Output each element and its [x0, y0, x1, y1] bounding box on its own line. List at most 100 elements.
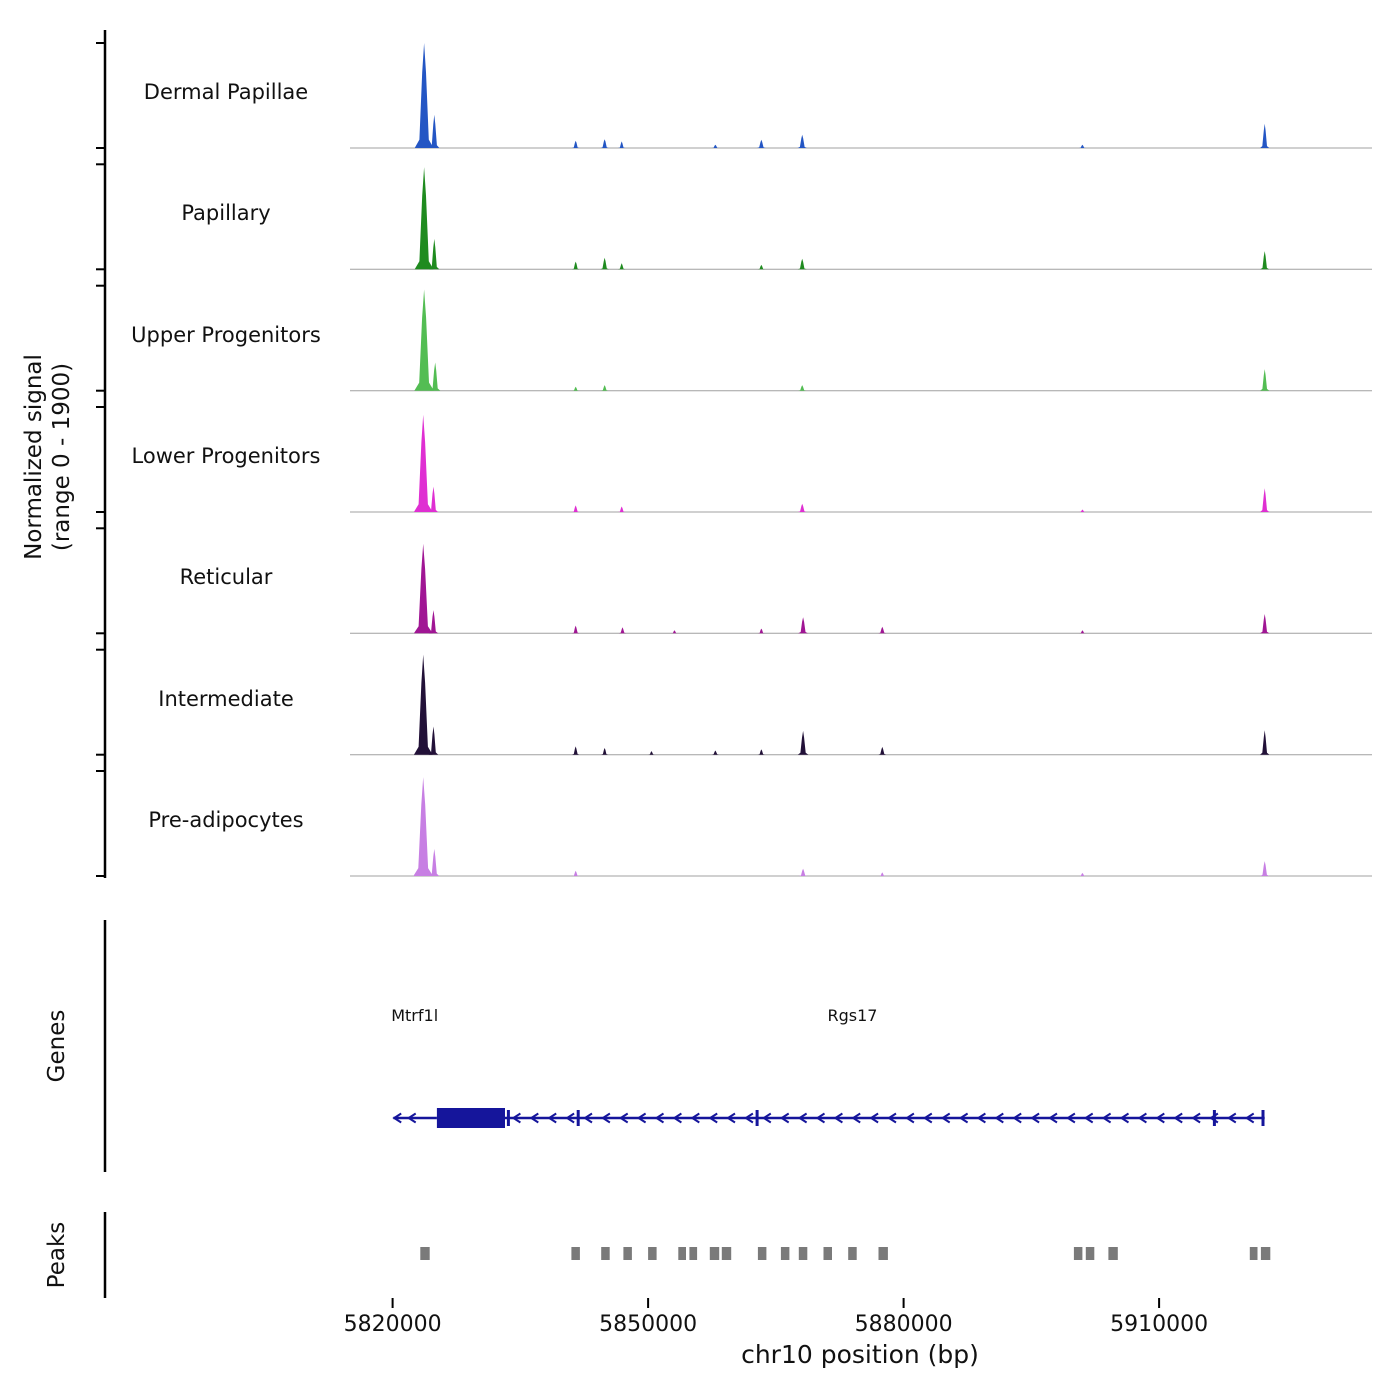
signal-track-upper-progenitors	[350, 289, 1372, 392]
signal-peak	[711, 750, 719, 755]
signal-peak	[671, 630, 678, 634]
strand-arrow	[601, 1112, 611, 1124]
strand-arrow	[529, 1112, 539, 1124]
signal-peak	[429, 114, 440, 148]
signal-track-lower-progenitors	[350, 414, 1372, 513]
strand-arrow	[726, 1112, 736, 1124]
track-label-intermediate: Intermediate	[158, 686, 294, 711]
peak-region-box	[823, 1247, 832, 1260]
signal-peak	[571, 261, 580, 270]
peak-region-box	[709, 1247, 720, 1260]
strand-arrow	[1226, 1112, 1237, 1124]
signal-track-pre-adipocytes	[350, 777, 1372, 877]
gene-model-mtrf1l	[392, 1108, 505, 1128]
signal-peak	[757, 264, 766, 270]
strand-arrow	[976, 1112, 986, 1124]
peak-region-box	[1073, 1247, 1083, 1260]
signal-peak	[413, 543, 433, 634]
signal-peak	[601, 748, 609, 755]
strand-arrow	[1173, 1112, 1183, 1124]
strand-arrow	[905, 1112, 915, 1124]
strand-arrow	[744, 1112, 754, 1124]
peak-region-box	[601, 1247, 610, 1260]
peak-region-box	[648, 1247, 657, 1260]
signal-peak	[879, 872, 886, 876]
y-axis-label-line2: (range 0 - 1900)	[49, 362, 75, 552]
strand-arrow	[672, 1112, 682, 1124]
strand-arrow	[1191, 1112, 1201, 1124]
strand-arrow	[797, 1112, 808, 1124]
signal-peak	[648, 751, 655, 755]
signal-peak	[1260, 251, 1270, 270]
signal-peak	[798, 503, 807, 512]
signal-peak	[798, 868, 808, 876]
strand-arrow	[1101, 1112, 1112, 1124]
signal-peak	[1260, 123, 1270, 148]
peak-region-box	[1085, 1247, 1095, 1260]
strand-arrow	[636, 1112, 647, 1124]
signal-peak	[571, 140, 580, 148]
track-label-papillary: Papillary	[181, 201, 271, 226]
signal-peak	[757, 628, 765, 634]
signal-peak	[414, 167, 434, 270]
peak-region-box	[757, 1247, 767, 1260]
strand-arrow	[618, 1112, 629, 1124]
signal-peak	[1260, 614, 1270, 634]
y-axis-label: Normalized signal (range 0 - 1900)	[20, 277, 76, 637]
signal-peak	[711, 144, 719, 148]
strand-arrow	[761, 1112, 772, 1124]
signal-peak	[1079, 873, 1086, 876]
signal-peak	[797, 258, 807, 270]
strand-arrow	[869, 1112, 879, 1124]
strand-arrow	[511, 1112, 521, 1124]
strand-arrow	[565, 1112, 575, 1124]
track-label-dermal-papillae: Dermal Papillae	[143, 80, 309, 104]
peak-region-box	[1108, 1247, 1118, 1260]
strand-arrow	[779, 1112, 790, 1124]
track-label-reticular: Reticular	[179, 565, 273, 590]
peaks-section-label: Peaks	[44, 1221, 70, 1289]
gene-name-mtrf1l: Mtrf1l	[391, 1006, 439, 1025]
signal-peak	[1260, 730, 1270, 755]
strand-arrow	[1209, 1112, 1219, 1124]
signal-peak	[618, 506, 626, 512]
peak-region-box	[623, 1247, 632, 1260]
peak-region-box	[878, 1247, 888, 1260]
peak-region-box	[420, 1247, 430, 1260]
strand-arrow	[406, 1112, 417, 1124]
signal-peak	[618, 141, 626, 148]
signal-peak	[572, 870, 580, 876]
peak-region-box	[798, 1247, 808, 1260]
strand-arrow	[1244, 1112, 1255, 1124]
signal-peak	[413, 654, 433, 755]
signal-peak	[878, 746, 887, 755]
signal-peak	[414, 289, 434, 391]
signal-peak	[413, 777, 433, 876]
signal-peak	[757, 749, 765, 755]
strand-arrow	[922, 1112, 933, 1124]
gene-name-rgs17: Rgs17	[827, 1006, 878, 1025]
peak-region-box	[848, 1247, 857, 1260]
track-label-upper-progenitors: Upper Progenitors	[131, 322, 321, 347]
signal-track-intermediate	[350, 654, 1372, 756]
strand-arrow	[851, 1112, 861, 1124]
signal-peak	[571, 505, 580, 512]
signal-track-papillary	[350, 167, 1372, 270]
x-axis-title: chr10 position (bp)	[741, 1340, 979, 1369]
peak-region-box	[1260, 1247, 1271, 1260]
strand-arrow	[1066, 1112, 1076, 1124]
gene-exon-box	[436, 1108, 505, 1128]
signal-peak	[1260, 861, 1270, 876]
strand-arrow	[1048, 1112, 1058, 1124]
strand-arrow	[815, 1112, 826, 1124]
peak-region-box	[571, 1247, 580, 1260]
peak-region-box	[780, 1247, 790, 1260]
strand-arrow	[547, 1112, 557, 1124]
signal-peak	[1079, 509, 1086, 512]
x-tick-label: 5910000	[1110, 1312, 1209, 1337]
strand-arrow	[833, 1112, 843, 1124]
signal-peak	[1078, 144, 1086, 148]
strand-arrow	[1083, 1112, 1094, 1124]
signal-peak	[572, 386, 580, 391]
